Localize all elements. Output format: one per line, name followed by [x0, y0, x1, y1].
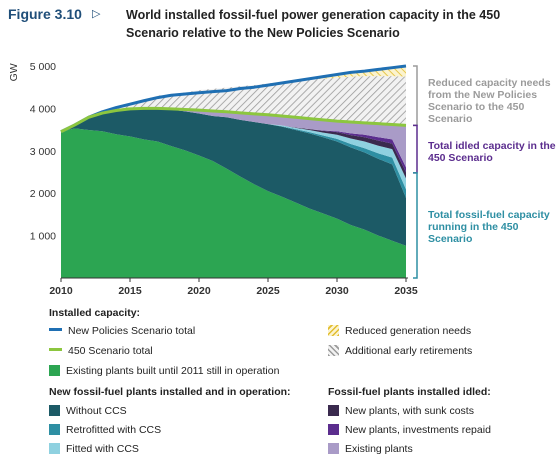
x-tick-label: 2015	[118, 285, 142, 297]
annotation-bracket	[413, 172, 418, 279]
x-tick-label: 2010	[49, 285, 73, 297]
area-existing-plants	[61, 108, 406, 168]
y-tick-label: 1 000	[30, 231, 56, 243]
x-tick-label: 2020	[187, 285, 211, 297]
y-axis-label: GW	[8, 63, 20, 81]
figure-arrow-icon: ▷	[92, 8, 101, 20]
annotation-reduced-capacity: Reduced capacity needs from the New Poli…	[428, 77, 551, 125]
area-existing-plants-built-until-2011-still-in-operation	[61, 128, 406, 278]
x-tick-label: 2030	[325, 285, 349, 297]
y-tick-label: 4 000	[30, 103, 56, 115]
line-450-scenario-total	[60, 106, 407, 134]
line-new-policies-scenario-total	[60, 64, 407, 134]
annotation-idled-capacity: Total idled capacity in the 450 Scenario	[428, 140, 556, 164]
area-reduced-generation-needs	[61, 66, 406, 132]
figure-header: Figure 3.10 ▷ World installed fossil-fue…	[8, 6, 553, 46]
y-tick-label: 3 000	[30, 146, 56, 158]
area-additional-early-retirements	[61, 76, 406, 132]
area-without-ccs	[61, 108, 406, 246]
figure-title: World installed fossil-fuel power genera…	[126, 8, 501, 40]
y-tick-label: 5 000	[30, 61, 56, 73]
x-tick-label: 2025	[256, 285, 280, 297]
x-tick-label: 2035	[394, 285, 418, 297]
y-tick-label: 2 000	[30, 188, 56, 200]
annotation-running-capacity: Total fossil-fuel capacity running in th…	[428, 209, 550, 245]
annotation-bracket	[413, 124, 418, 174]
annotation-bracket	[413, 65, 418, 127]
figure-number: Figure 3.10	[8, 6, 82, 22]
